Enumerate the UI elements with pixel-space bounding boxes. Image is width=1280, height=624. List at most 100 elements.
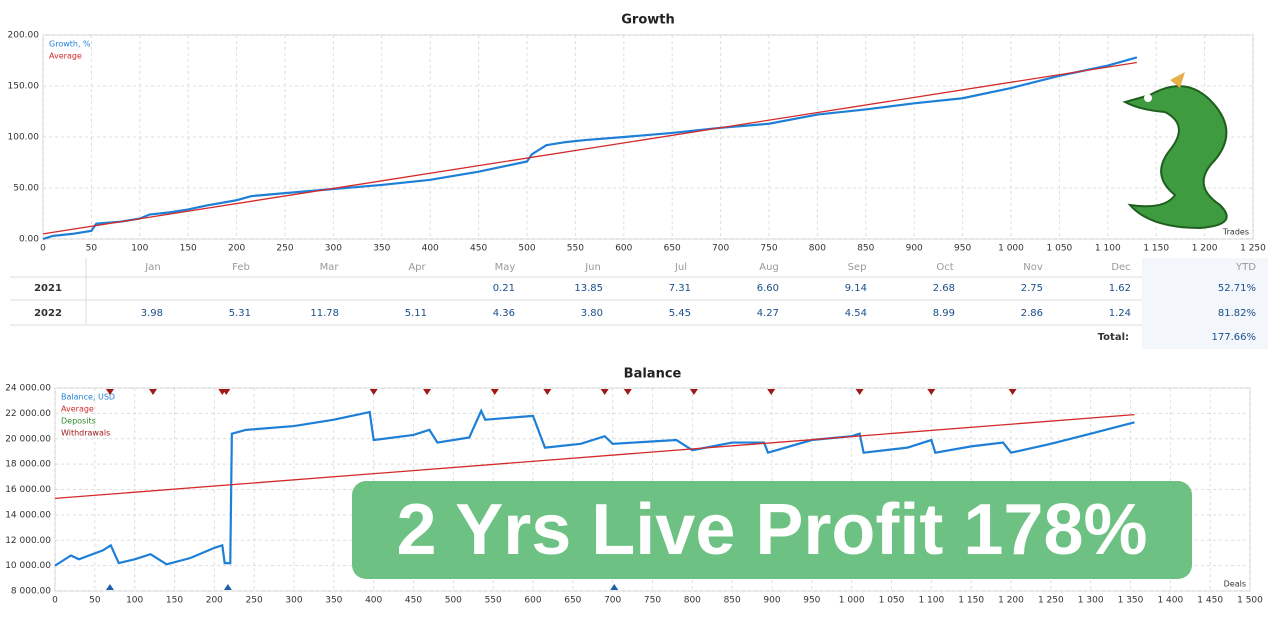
x-tick-label: 450: [470, 244, 487, 254]
table-cell: 1.24: [1109, 308, 1131, 319]
column-header: Nov: [1023, 262, 1043, 273]
table-cell: 11.78: [310, 308, 339, 319]
x-tick-label: 350: [373, 244, 390, 254]
row-label: 2022: [34, 308, 62, 319]
table-cell: 2.86: [1021, 308, 1043, 319]
event-marker: [927, 389, 936, 395]
event-marker: [423, 389, 432, 395]
table-cell: 6.60: [757, 283, 779, 294]
x-tick-label: 1 050: [879, 596, 905, 606]
dragon-icon: [1122, 72, 1228, 230]
x-tick-label: 150: [180, 244, 197, 254]
row-label: 2021: [34, 283, 62, 294]
x-tick-label: 700: [604, 596, 621, 606]
total-label: Total:: [1098, 332, 1129, 343]
legend-entry: Withdrawals: [61, 429, 110, 438]
y-tick-label: 100.00: [8, 133, 40, 143]
x-axis-label: Trades: [1222, 228, 1249, 237]
column-header: Jun: [584, 262, 601, 273]
x-tick-label: 900: [763, 596, 780, 606]
x-tick-label: 600: [524, 596, 541, 606]
x-tick-label: 850: [857, 244, 874, 254]
y-tick-label: 10 000.00: [5, 561, 51, 571]
x-tick-label: 1 500: [1237, 596, 1263, 606]
x-tick-label: 300: [285, 596, 302, 606]
event-marker: [369, 389, 378, 395]
y-tick-label: 150.00: [8, 82, 40, 92]
column-header: Feb: [232, 262, 250, 273]
x-tick-label: 400: [422, 244, 439, 254]
event-marker: [610, 584, 619, 590]
column-header: Oct: [936, 262, 953, 273]
table-cell: 7.31: [669, 283, 691, 294]
column-header: Aug: [759, 262, 779, 273]
x-tick-label: 50: [86, 244, 98, 254]
event-marker: [1008, 389, 1017, 395]
table-cell: 5.11: [405, 308, 427, 319]
ytd-column: [1142, 258, 1268, 349]
legend-entry: Deposits: [61, 417, 96, 426]
table-cell: 81.82%: [1218, 308, 1256, 319]
column-header: Jul: [674, 262, 687, 273]
x-tick-label: 1 350: [1118, 596, 1144, 606]
y-tick-label: 16 000.00: [5, 485, 51, 495]
column-header: May: [495, 262, 516, 273]
event-marker: [543, 389, 552, 395]
x-tick-label: 150: [166, 596, 183, 606]
table-cell: 2.75: [1021, 283, 1043, 294]
event-marker: [767, 389, 776, 395]
y-tick-label: 18 000.00: [5, 460, 51, 470]
column-header: YTD: [1235, 262, 1256, 273]
x-tick-label: 300: [325, 244, 342, 254]
x-tick-label: 450: [405, 596, 422, 606]
y-tick-label: 8 000.00: [11, 587, 51, 597]
x-tick-label: 1 250: [1240, 244, 1266, 254]
y-tick-label: 12 000.00: [5, 536, 51, 546]
x-tick-label: 200: [228, 244, 245, 254]
x-tick-label: 950: [954, 244, 971, 254]
x-tick-label: 600: [615, 244, 632, 254]
table-cell: 4.27: [757, 308, 779, 319]
series-line: [54, 408, 1135, 567]
banner: 2 Yrs Live Profit 178%: [352, 481, 1192, 579]
legend-entry: Average: [61, 405, 94, 414]
y-tick-label: 14 000.00: [5, 510, 51, 520]
table-cell: 5.31: [229, 308, 251, 319]
table-cell: 3.98: [141, 308, 163, 319]
legend-entry: Balance, USD: [61, 393, 115, 402]
x-tick-label: 1 200: [998, 596, 1024, 606]
event-marker: [689, 389, 698, 395]
x-tick-label: 0: [40, 244, 46, 254]
x-tick-label: 1 000: [839, 596, 865, 606]
column-header: Jan: [144, 262, 160, 273]
column-header: Sep: [848, 262, 867, 273]
x-tick-label: 1 250: [1038, 596, 1064, 606]
chart-title: Growth: [621, 13, 675, 28]
table-cell: 13.85: [574, 283, 603, 294]
event-marker: [600, 389, 609, 395]
y-tick-label: 200.00: [8, 31, 40, 41]
x-axis-label: Deals: [1224, 580, 1246, 589]
event-marker: [148, 389, 157, 395]
x-tick-label: 1 400: [1157, 596, 1183, 606]
event-marker: [223, 584, 232, 590]
y-tick-label: 20 000.00: [5, 434, 51, 444]
x-tick-label: 950: [803, 596, 820, 606]
table-cell: 3.80: [581, 308, 603, 319]
table-cell: 4.54: [845, 308, 867, 319]
x-tick-label: 350: [325, 596, 342, 606]
x-tick-label: 850: [724, 596, 741, 606]
event-marker: [105, 389, 114, 395]
x-tick-label: 800: [809, 244, 826, 254]
table-cell: 8.99: [933, 308, 955, 319]
x-tick-label: 1 150: [1143, 244, 1169, 254]
x-tick-label: 650: [564, 596, 581, 606]
x-tick-label: 1 050: [1047, 244, 1073, 254]
x-tick-label: 1 100: [1095, 244, 1121, 254]
total-value: 177.66%: [1212, 332, 1257, 343]
monthly-table: Jan Feb Mar Apr May Jun Jul Aug Sep Oct Nov Dec YTD 2…: [10, 258, 1268, 349]
x-tick-label: 550: [485, 596, 502, 606]
x-tick-label: 800: [684, 596, 701, 606]
x-tick-label: 550: [567, 244, 584, 254]
x-tick-label: 650: [664, 244, 681, 254]
